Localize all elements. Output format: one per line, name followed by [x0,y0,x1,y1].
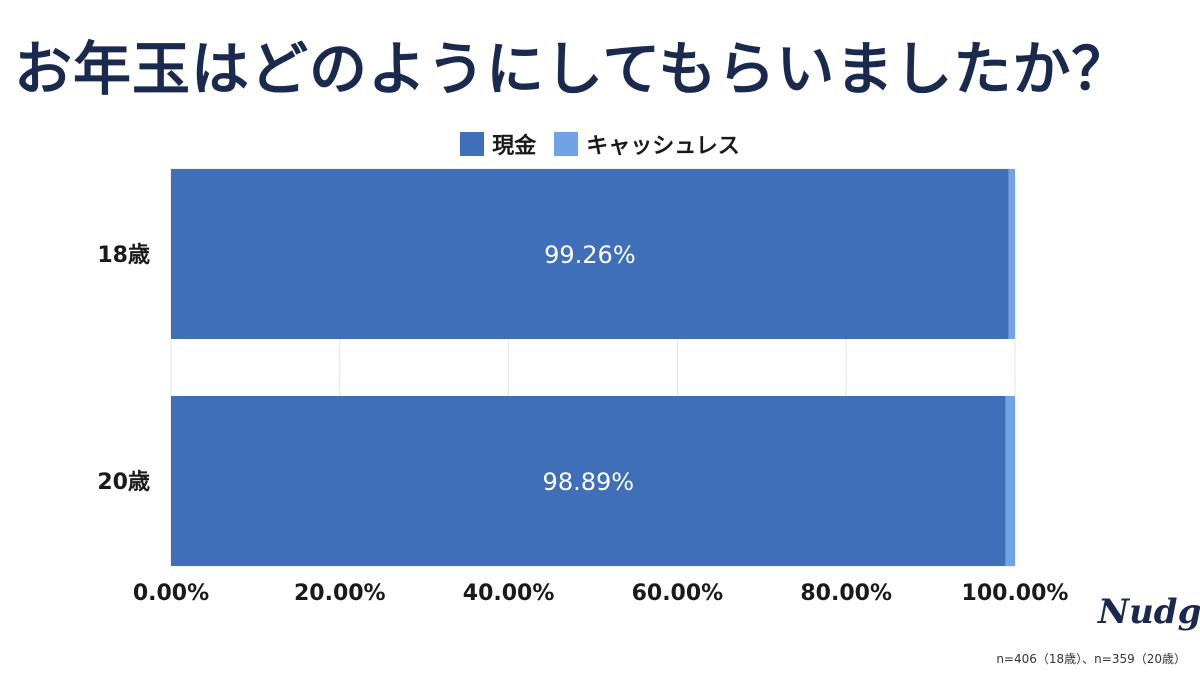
sample-size-footnote: n=406（18歳）、n=359（20歳） [996,652,1186,666]
x-tick-label: 0.00% [133,581,209,606]
legend-item-cashless: キャッシュレス [554,128,740,160]
legend: 現金 キャッシュレス [0,128,1200,160]
x-tick-label: 100.00% [962,581,1069,606]
legend-item-cash: 現金 [460,128,536,160]
bar-cashless-1 [1005,396,1015,566]
data-label: 99.26% [544,241,636,269]
x-tick-label: 60.00% [632,581,724,606]
x-tick-label: 40.00% [463,581,555,606]
category-label: 18歳 [97,243,150,268]
x-tick-label: 80.00% [800,581,892,606]
legend-label-cashless: キャッシュレス [586,134,740,159]
legend-label-cash: 現金 [492,134,537,159]
chart-title: お年玉はどのようにしてもらいましたか？ [14,35,1131,103]
bar-cashless-0 [1008,169,1015,339]
legend-swatch-cash [460,132,485,156]
bar-cash-1 [171,396,1006,566]
brand-logo: Nudge [1098,592,1200,632]
bar-cash-0 [171,169,1009,339]
category-label: 20歳 [97,470,150,495]
legend-swatch-cashless [554,132,579,156]
data-label: 98.89% [543,468,635,496]
x-tick-label: 20.00% [294,581,386,606]
